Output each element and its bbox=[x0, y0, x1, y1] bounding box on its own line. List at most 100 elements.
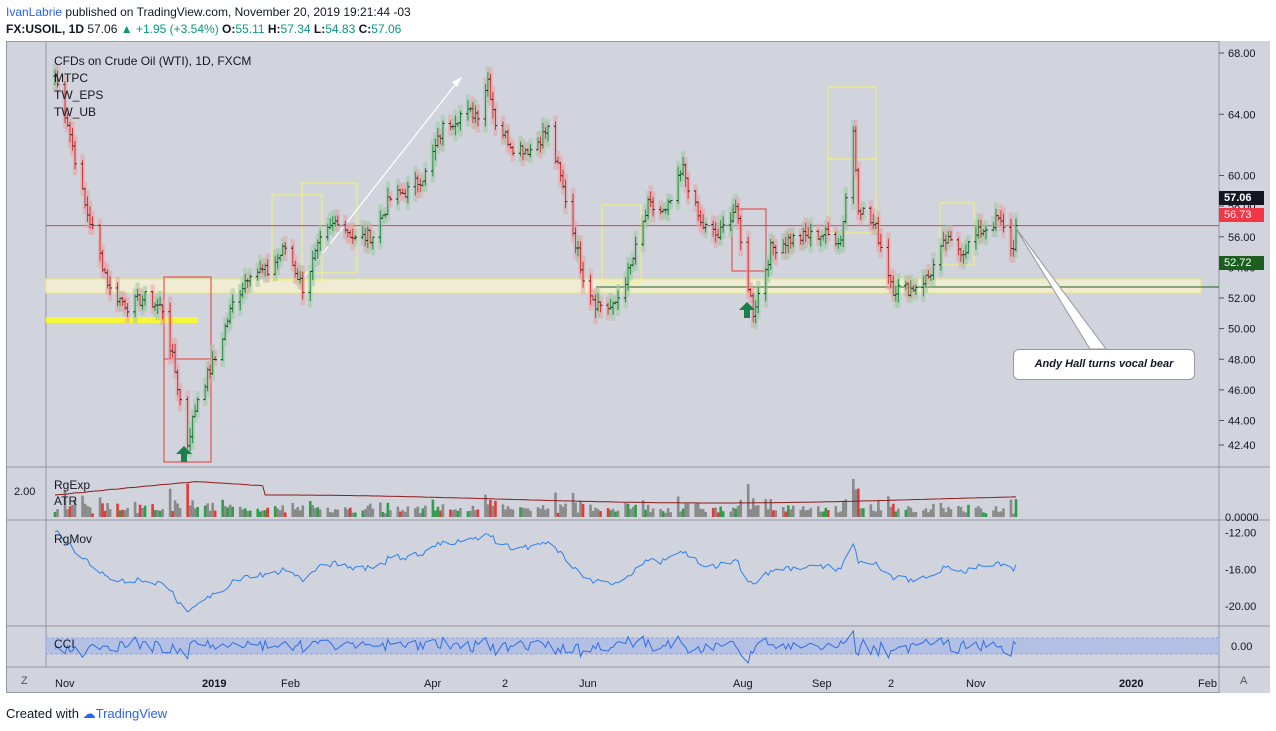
rgexp-bar bbox=[701, 509, 705, 517]
rgexp-bar bbox=[371, 508, 375, 517]
price-bars bbox=[52, 63, 1019, 458]
rgexp-bar bbox=[644, 509, 647, 517]
rgexp-bar bbox=[238, 506, 242, 517]
rgexp-bar bbox=[822, 511, 825, 517]
rgexp-bar bbox=[754, 505, 758, 517]
rgexp-bar bbox=[932, 503, 935, 517]
tradingview-link[interactable]: TradingView bbox=[95, 706, 168, 721]
rgexp-histogram: 0.0000 bbox=[53, 479, 1259, 524]
price-tick-label: 64.00 bbox=[1228, 109, 1256, 121]
rgexp-bar bbox=[907, 506, 910, 517]
rgexp-bar bbox=[118, 510, 122, 517]
green-arrow-icon bbox=[176, 446, 192, 462]
rgexp-bar bbox=[554, 492, 557, 517]
time-tick-label: 2 bbox=[502, 678, 508, 690]
rgexp-bar bbox=[756, 505, 760, 517]
chart-canvas[interactable]: 68.0064.0060.0058.0056.0054.0052.0050.00… bbox=[6, 41, 1270, 693]
rgexp-bar bbox=[894, 511, 898, 517]
rgexp-bar bbox=[659, 509, 662, 517]
footer: Created with ☁TradingView bbox=[6, 706, 167, 722]
rgexp-bar bbox=[696, 503, 700, 517]
rgexp-bar bbox=[839, 511, 843, 517]
rgexp-bar bbox=[984, 513, 988, 517]
rgexp-bar bbox=[486, 504, 490, 517]
legend-title[interactable]: CFDs on Crude Oil (WTI), 1D, FXCM bbox=[54, 54, 252, 68]
rgexp-bar bbox=[781, 507, 785, 517]
rgexp-bar bbox=[827, 510, 830, 517]
rgexp-bar bbox=[949, 509, 953, 517]
rgexp-bar bbox=[386, 502, 390, 517]
rgexp-bar bbox=[791, 505, 795, 517]
rgexp-bar bbox=[962, 511, 965, 517]
rgexp-bar bbox=[631, 506, 635, 517]
rgexp-bar bbox=[641, 500, 645, 517]
yellow-box-2[interactable] bbox=[301, 182, 358, 274]
rgexp-bar bbox=[857, 488, 860, 517]
price-axis-bg bbox=[1219, 41, 1270, 693]
rgexp-bar bbox=[384, 513, 387, 517]
rgexp-bar bbox=[73, 499, 77, 517]
rgexp-bar bbox=[143, 505, 147, 517]
rgexp-bar bbox=[716, 512, 720, 517]
rgexp-bar bbox=[53, 511, 57, 517]
rgexp-bar bbox=[859, 508, 863, 517]
rgexp-bar bbox=[626, 503, 630, 517]
rgexp-bar bbox=[736, 505, 740, 517]
rgexp-bar bbox=[746, 484, 750, 517]
rgexp-bar bbox=[977, 506, 980, 517]
rgexp-bar bbox=[819, 511, 823, 517]
rgexp-bar bbox=[519, 507, 522, 517]
rgmov-tick-label: -12.00 bbox=[1225, 528, 1256, 540]
rgexp-bar bbox=[116, 503, 119, 517]
rgexp-bar bbox=[967, 504, 970, 517]
open-label: O: bbox=[222, 22, 236, 36]
rgexp-bar bbox=[226, 507, 229, 517]
annotation-callout[interactable]: Andy Hall turns vocal bear bbox=[1013, 349, 1195, 380]
rgexp-bar bbox=[942, 508, 945, 517]
rgexp-bar bbox=[196, 507, 199, 517]
rgexp-bar bbox=[892, 503, 895, 517]
rgexp-bar bbox=[291, 502, 295, 517]
rgmov-tick-label: -20.00 bbox=[1225, 601, 1256, 613]
red-level-tag: 56.73 bbox=[1219, 208, 1264, 222]
green-level-tag: 52.72 bbox=[1219, 256, 1264, 270]
author-link[interactable]: IvanLabrie bbox=[6, 5, 63, 19]
rgexp-bar bbox=[361, 510, 365, 517]
rgexp-bar bbox=[734, 508, 738, 517]
publish-info: IvanLabrie published on TradingView.com,… bbox=[6, 5, 411, 19]
goto-date-icon[interactable]: Z bbox=[21, 675, 28, 687]
rgexp-bar bbox=[676, 496, 680, 517]
auto-scale-icon[interactable]: A bbox=[1240, 675, 1248, 687]
rgexp-bar bbox=[874, 511, 878, 517]
rgexp-bar bbox=[521, 507, 525, 517]
time-tick-label: Feb bbox=[1198, 678, 1217, 690]
rgexp-bar bbox=[336, 509, 340, 517]
rgexp-bar bbox=[651, 508, 655, 517]
rgexp-bar bbox=[974, 507, 978, 517]
rgexp-bar bbox=[161, 509, 164, 517]
rgexp-bar bbox=[366, 505, 370, 517]
rgexp-bar bbox=[406, 506, 410, 517]
rgexp-bar bbox=[922, 510, 925, 517]
rgexp-bar bbox=[679, 511, 682, 517]
rgexp-bar bbox=[354, 512, 357, 517]
rgexp-bar bbox=[541, 505, 545, 517]
rgexp-bar bbox=[511, 509, 515, 517]
rgexp-bar bbox=[203, 505, 207, 517]
yellow-level-line[interactable] bbox=[46, 317, 198, 323]
legend-indicator-mtpc[interactable]: MTPC bbox=[54, 71, 88, 85]
pane-label-cci: CCI bbox=[54, 637, 75, 651]
rgexp-bar bbox=[1002, 508, 1005, 517]
symbol-ohlc: FX:USOIL, 1D 57.06 ▲ +1.95 (+3.54%) O:55… bbox=[6, 22, 401, 36]
rgmov-line bbox=[54, 530, 1017, 613]
rgexp-bar bbox=[369, 503, 372, 517]
legend-indicator-tweps[interactable]: TW_EPS bbox=[54, 88, 104, 102]
rgexp-bar bbox=[897, 508, 900, 517]
rgexp-bar bbox=[81, 495, 84, 517]
red-inner-box-drawing[interactable] bbox=[163, 358, 212, 463]
rgexp-bar bbox=[123, 510, 127, 517]
time-tick-label: Jun bbox=[579, 678, 597, 690]
rgexp-bar bbox=[914, 512, 918, 517]
rgexp-bar bbox=[824, 507, 828, 517]
legend-indicator-twub[interactable]: TW_UB bbox=[54, 105, 96, 119]
